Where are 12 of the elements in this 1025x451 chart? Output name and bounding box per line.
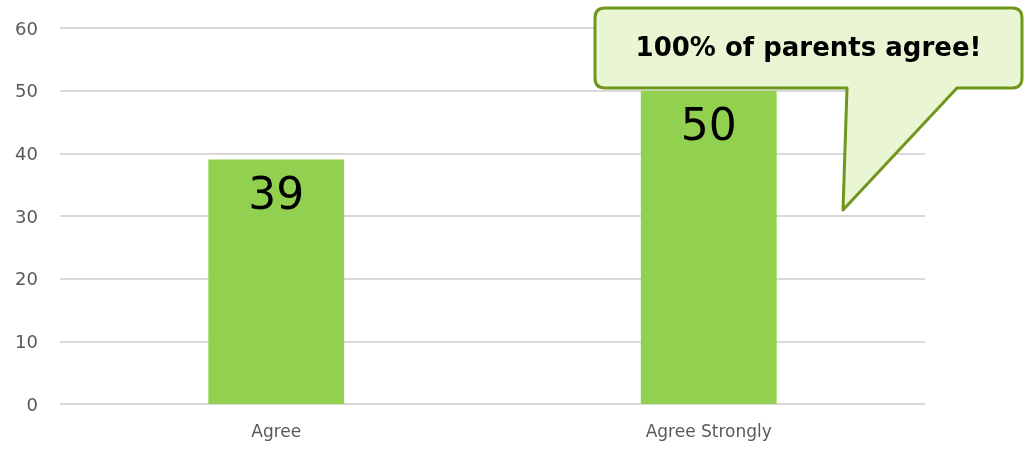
x-tick-label: Agree Strongly — [645, 420, 772, 441]
data-label: 50 — [680, 99, 737, 151]
y-tick-label: 50 — [15, 80, 38, 102]
annotation: 100% of parents agree! — [635, 32, 982, 64]
y-tick-label: 30 — [15, 205, 38, 227]
data-label: 39 — [248, 168, 305, 220]
y-tick-label: 10 — [15, 330, 38, 352]
y-tick-label: 0 — [26, 393, 38, 415]
y-tick-label: 40 — [15, 142, 38, 164]
y-tick-label: 20 — [15, 268, 38, 290]
y-tick-label: 60 — [15, 17, 38, 39]
x-tick-label: Agree — [251, 420, 302, 441]
